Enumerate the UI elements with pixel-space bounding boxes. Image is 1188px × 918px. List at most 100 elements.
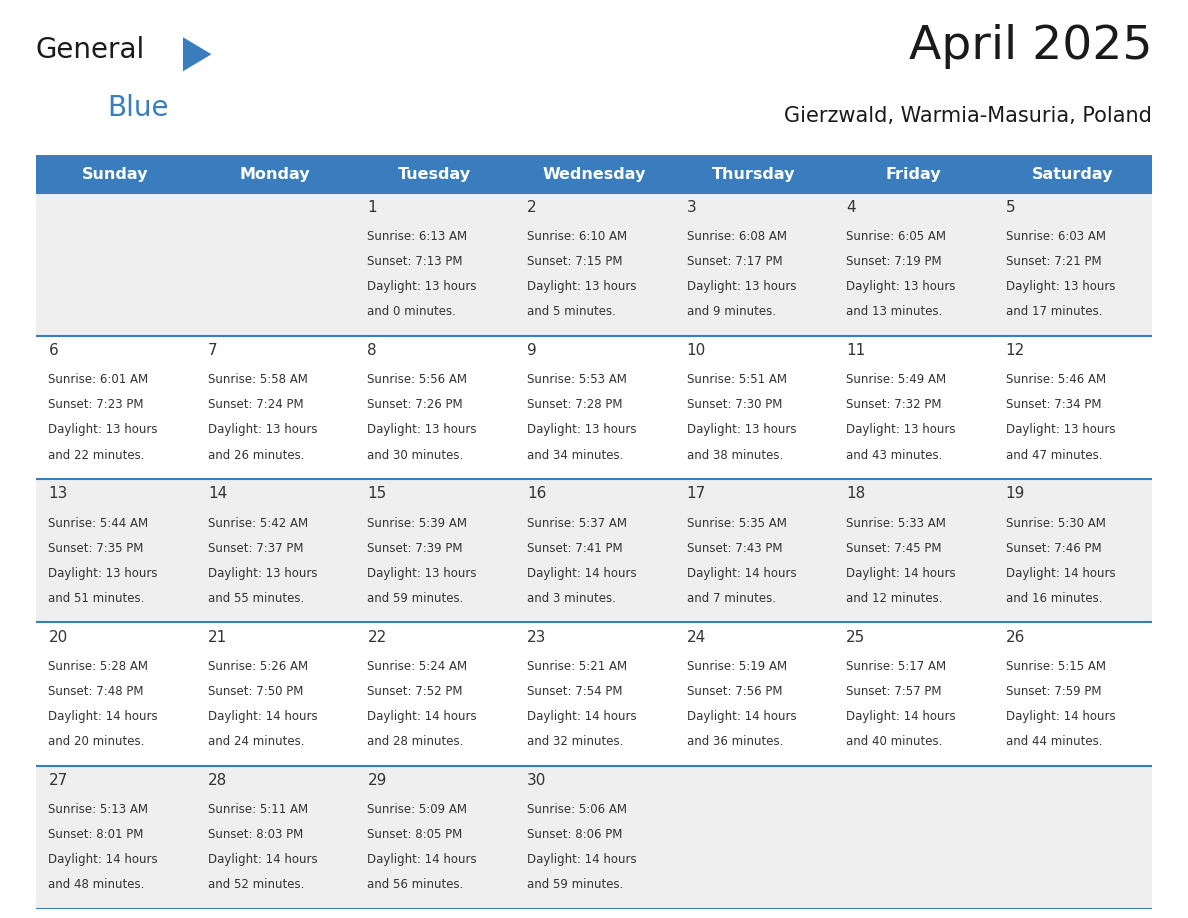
Text: Sunset: 7:37 PM: Sunset: 7:37 PM <box>208 542 303 554</box>
Text: Daylight: 14 hours: Daylight: 14 hours <box>208 853 317 866</box>
Text: 1: 1 <box>367 200 377 215</box>
Text: and 22 minutes.: and 22 minutes. <box>49 449 145 462</box>
Text: and 56 minutes.: and 56 minutes. <box>367 878 463 891</box>
Text: Wednesday: Wednesday <box>542 166 646 182</box>
Text: Thursday: Thursday <box>712 166 795 182</box>
Text: Daylight: 13 hours: Daylight: 13 hours <box>49 566 158 579</box>
Text: and 55 minutes.: and 55 minutes. <box>208 592 304 605</box>
Text: Sunset: 7:54 PM: Sunset: 7:54 PM <box>527 685 623 698</box>
Text: Sunrise: 5:56 AM: Sunrise: 5:56 AM <box>367 374 467 386</box>
Text: 30: 30 <box>527 773 546 788</box>
FancyBboxPatch shape <box>36 336 1152 479</box>
Text: Sunday: Sunday <box>82 166 148 182</box>
Text: Sunset: 7:13 PM: Sunset: 7:13 PM <box>367 255 463 268</box>
Text: Sunset: 7:23 PM: Sunset: 7:23 PM <box>49 398 144 411</box>
Text: and 5 minutes.: and 5 minutes. <box>527 306 615 319</box>
Text: Sunset: 7:19 PM: Sunset: 7:19 PM <box>846 255 942 268</box>
Text: Sunrise: 6:03 AM: Sunrise: 6:03 AM <box>1005 230 1106 243</box>
Text: Sunset: 7:34 PM: Sunset: 7:34 PM <box>1005 398 1101 411</box>
Text: Sunset: 7:45 PM: Sunset: 7:45 PM <box>846 542 942 554</box>
Text: Sunset: 7:26 PM: Sunset: 7:26 PM <box>367 398 463 411</box>
Text: Tuesday: Tuesday <box>398 166 470 182</box>
Text: Sunset: 7:21 PM: Sunset: 7:21 PM <box>1005 255 1101 268</box>
Text: 23: 23 <box>527 630 546 644</box>
Text: Sunrise: 5:19 AM: Sunrise: 5:19 AM <box>687 660 786 673</box>
Text: Daylight: 13 hours: Daylight: 13 hours <box>1005 280 1116 294</box>
Text: Sunset: 7:30 PM: Sunset: 7:30 PM <box>687 398 782 411</box>
Text: and 17 minutes.: and 17 minutes. <box>1005 306 1102 319</box>
Text: Daylight: 14 hours: Daylight: 14 hours <box>527 853 637 866</box>
Text: and 59 minutes.: and 59 minutes. <box>367 592 463 605</box>
Text: 20: 20 <box>49 630 68 644</box>
Text: and 24 minutes.: and 24 minutes. <box>208 735 304 748</box>
Text: Sunrise: 5:58 AM: Sunrise: 5:58 AM <box>208 374 308 386</box>
Text: and 52 minutes.: and 52 minutes. <box>208 878 304 891</box>
Text: 8: 8 <box>367 343 377 358</box>
Text: Sunrise: 5:46 AM: Sunrise: 5:46 AM <box>1005 374 1106 386</box>
Text: and 32 minutes.: and 32 minutes. <box>527 735 624 748</box>
Text: and 48 minutes.: and 48 minutes. <box>49 878 145 891</box>
Text: Sunset: 7:59 PM: Sunset: 7:59 PM <box>1005 685 1101 698</box>
Text: Blue: Blue <box>107 95 169 122</box>
Text: Sunrise: 5:28 AM: Sunrise: 5:28 AM <box>49 660 148 673</box>
Text: and 20 minutes.: and 20 minutes. <box>49 735 145 748</box>
Text: and 36 minutes.: and 36 minutes. <box>687 735 783 748</box>
Text: Daylight: 13 hours: Daylight: 13 hours <box>1005 423 1116 436</box>
Text: Daylight: 13 hours: Daylight: 13 hours <box>367 280 476 294</box>
Text: Sunrise: 5:09 AM: Sunrise: 5:09 AM <box>367 803 467 816</box>
Text: Sunset: 8:01 PM: Sunset: 8:01 PM <box>49 828 144 841</box>
Text: Sunset: 7:56 PM: Sunset: 7:56 PM <box>687 685 782 698</box>
Text: Sunset: 7:39 PM: Sunset: 7:39 PM <box>367 542 463 554</box>
Text: Friday: Friday <box>885 166 941 182</box>
Text: Daylight: 14 hours: Daylight: 14 hours <box>1005 566 1116 579</box>
Text: 5: 5 <box>1005 200 1016 215</box>
Text: Sunset: 7:52 PM: Sunset: 7:52 PM <box>367 685 463 698</box>
Text: Sunrise: 5:35 AM: Sunrise: 5:35 AM <box>687 517 786 530</box>
Text: Daylight: 14 hours: Daylight: 14 hours <box>687 710 796 722</box>
Text: and 40 minutes.: and 40 minutes. <box>846 735 942 748</box>
Text: and 0 minutes.: and 0 minutes. <box>367 306 456 319</box>
Text: Sunset: 7:48 PM: Sunset: 7:48 PM <box>49 685 144 698</box>
Text: Daylight: 14 hours: Daylight: 14 hours <box>367 853 478 866</box>
Text: Daylight: 14 hours: Daylight: 14 hours <box>49 853 158 866</box>
Text: Sunrise: 5:17 AM: Sunrise: 5:17 AM <box>846 660 946 673</box>
FancyBboxPatch shape <box>36 193 1152 336</box>
Text: and 28 minutes.: and 28 minutes. <box>367 735 463 748</box>
Text: Daylight: 13 hours: Daylight: 13 hours <box>367 423 476 436</box>
Text: Sunset: 8:03 PM: Sunset: 8:03 PM <box>208 828 303 841</box>
Text: Sunrise: 5:51 AM: Sunrise: 5:51 AM <box>687 374 786 386</box>
Text: and 38 minutes.: and 38 minutes. <box>687 449 783 462</box>
Text: Sunrise: 5:21 AM: Sunrise: 5:21 AM <box>527 660 627 673</box>
Text: Sunrise: 6:13 AM: Sunrise: 6:13 AM <box>367 230 468 243</box>
Text: Sunrise: 5:15 AM: Sunrise: 5:15 AM <box>1005 660 1106 673</box>
Text: Sunset: 8:06 PM: Sunset: 8:06 PM <box>527 828 623 841</box>
Text: Monday: Monday <box>240 166 310 182</box>
Text: Daylight: 14 hours: Daylight: 14 hours <box>846 710 955 722</box>
Text: and 51 minutes.: and 51 minutes. <box>49 592 145 605</box>
Text: 3: 3 <box>687 200 696 215</box>
Text: 11: 11 <box>846 343 865 358</box>
Text: 19: 19 <box>1005 487 1025 501</box>
Text: Daylight: 13 hours: Daylight: 13 hours <box>527 280 637 294</box>
Text: 21: 21 <box>208 630 227 644</box>
Text: 4: 4 <box>846 200 855 215</box>
Text: Sunset: 7:57 PM: Sunset: 7:57 PM <box>846 685 942 698</box>
Polygon shape <box>183 38 211 72</box>
FancyBboxPatch shape <box>36 155 1152 193</box>
Text: Sunrise: 5:26 AM: Sunrise: 5:26 AM <box>208 660 308 673</box>
Text: and 30 minutes.: and 30 minutes. <box>367 449 463 462</box>
Text: Sunset: 7:46 PM: Sunset: 7:46 PM <box>1005 542 1101 554</box>
Text: Daylight: 14 hours: Daylight: 14 hours <box>367 710 478 722</box>
Text: Sunrise: 5:11 AM: Sunrise: 5:11 AM <box>208 803 308 816</box>
Text: Daylight: 14 hours: Daylight: 14 hours <box>687 566 796 579</box>
Text: 18: 18 <box>846 487 865 501</box>
Text: Sunset: 7:41 PM: Sunset: 7:41 PM <box>527 542 623 554</box>
Text: Sunrise: 5:42 AM: Sunrise: 5:42 AM <box>208 517 308 530</box>
Text: Gierzwald, Warmia-Masuria, Poland: Gierzwald, Warmia-Masuria, Poland <box>784 106 1152 127</box>
Text: Daylight: 14 hours: Daylight: 14 hours <box>527 566 637 579</box>
Text: 13: 13 <box>49 487 68 501</box>
Text: and 47 minutes.: and 47 minutes. <box>1005 449 1102 462</box>
Text: Sunset: 7:24 PM: Sunset: 7:24 PM <box>208 398 304 411</box>
Text: Sunrise: 5:30 AM: Sunrise: 5:30 AM <box>1005 517 1106 530</box>
Text: 7: 7 <box>208 343 217 358</box>
